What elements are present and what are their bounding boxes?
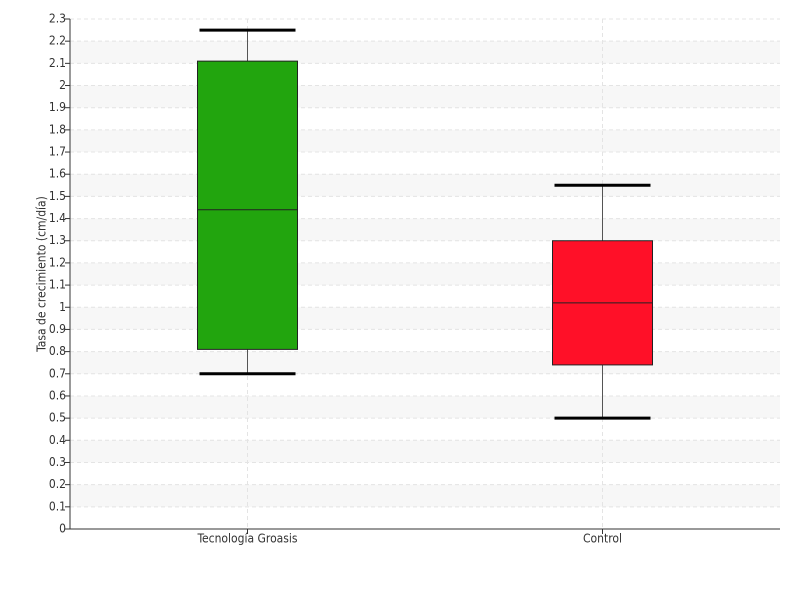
y-tick-label: 1.2: [49, 255, 66, 269]
grid-band: [70, 351, 780, 374]
x-tick-label: Control: [583, 532, 622, 546]
grid-band: [70, 307, 780, 330]
grid-band: [70, 129, 780, 153]
grid-band: [70, 85, 780, 108]
y-tick-label: 0.5: [49, 411, 66, 425]
y-tick-label: 1.7: [49, 145, 66, 159]
grid-band: [70, 440, 780, 463]
y-tick-label: 1.4: [49, 211, 66, 225]
box: [197, 60, 298, 350]
y-tick-label: 2.1: [49, 56, 66, 70]
y-tick-label: 0.2: [49, 477, 66, 491]
y-tick-label: 0.4: [49, 433, 66, 447]
y-tick-label: 2: [59, 78, 66, 92]
grid-band: [70, 174, 780, 197]
grid-band: [70, 484, 780, 507]
y-tick-label: 0.6: [49, 388, 66, 402]
y-tick-label: 0.8: [49, 344, 66, 358]
y-tick-label: 1.6: [49, 167, 66, 181]
grid-band: [70, 395, 780, 419]
y-tick-label: 1.1: [49, 278, 66, 292]
x-tick-label: Tecnología Groasis: [196, 532, 297, 546]
y-tick-label: 1.5: [49, 189, 66, 203]
grid-band: [70, 262, 780, 286]
y-tick-label: 0.9: [49, 322, 66, 336]
grid-band: [70, 218, 780, 241]
y-tick-label: 0.3: [49, 455, 66, 469]
y-tick-label: 0: [59, 522, 66, 536]
y-tick-label: 2.2: [49, 34, 66, 48]
y-tick-label: 1: [59, 300, 66, 314]
y-tick-label: 2.3: [49, 12, 66, 26]
grid-band: [70, 41, 780, 64]
y-tick-label: 1.3: [49, 233, 66, 247]
y-tick-label: 0.7: [49, 366, 66, 380]
y-tick-label: 1.8: [49, 122, 66, 136]
y-tick-label: 1.9: [49, 100, 66, 114]
y-axis-label: Tasa de crecimiento (cm/día): [35, 196, 49, 353]
y-tick-label: 0.1: [49, 499, 66, 513]
